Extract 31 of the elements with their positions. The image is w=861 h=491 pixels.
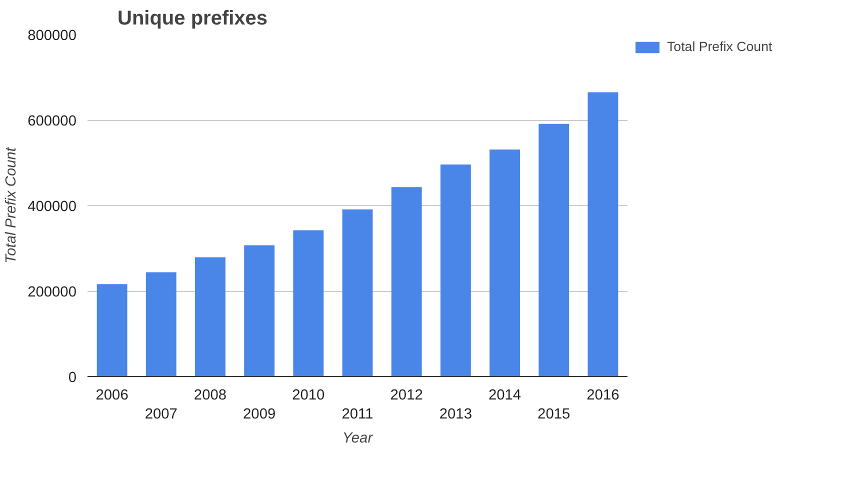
x-tick-label: 2009 — [243, 406, 276, 423]
y-tick-label: 800000 — [28, 28, 77, 44]
bar — [96, 284, 128, 376]
x-tick-label: 2010 — [292, 388, 325, 404]
x-tick-label: 2015 — [538, 406, 570, 423]
y-tick-label: 400000 — [28, 199, 77, 215]
bar — [391, 187, 422, 376]
y-tick-label: 600000 — [28, 114, 77, 130]
x-tick-label: 2013 — [439, 406, 472, 423]
bar — [146, 272, 176, 376]
x-tick-label: 2012 — [390, 388, 423, 404]
y-tick-label: 0 — [68, 370, 77, 386]
bar — [342, 209, 373, 376]
bar — [538, 124, 570, 376]
bar — [588, 92, 618, 376]
x-tick-label: 2014 — [488, 388, 522, 404]
chart-title: Unique prefixes — [118, 8, 268, 30]
legend-label: Total Prefix Count — [667, 39, 772, 54]
bar — [490, 149, 520, 376]
x-axis-title: Year — [342, 430, 374, 447]
bar — [293, 230, 324, 376]
x-tick-label: 2006 — [96, 388, 128, 404]
x-tick-label: 2007 — [144, 406, 178, 423]
bar — [440, 164, 471, 376]
y-axis-title: Total Prefix Count — [4, 146, 20, 264]
x-tick-label: 2011 — [342, 406, 374, 423]
y-tick-label: 200000 — [28, 284, 77, 300]
x-tick-label: 2008 — [194, 388, 227, 404]
x-tick-label: 2016 — [586, 388, 620, 404]
bar — [195, 257, 226, 376]
bar — [244, 245, 275, 376]
